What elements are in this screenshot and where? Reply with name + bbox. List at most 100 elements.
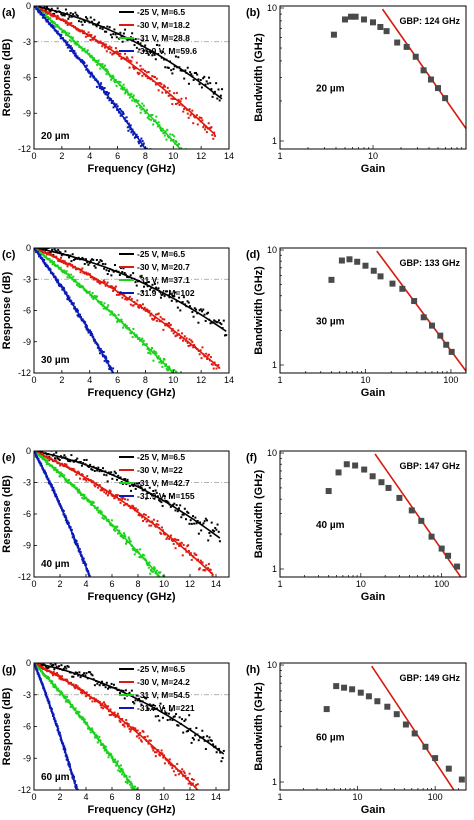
data-point (67, 665, 70, 668)
data-point (121, 768, 124, 771)
data-point (58, 677, 61, 680)
data-point (201, 346, 204, 349)
data-point (154, 755, 157, 758)
x-tick-label: 0 (31, 151, 36, 161)
data-point (158, 754, 161, 757)
data-point (143, 285, 146, 288)
data-point (154, 715, 157, 718)
data-point (104, 745, 107, 748)
data-point (83, 718, 86, 721)
data-point (192, 346, 195, 349)
data-point (164, 711, 167, 714)
fit-line (34, 663, 199, 790)
data-point (159, 702, 162, 705)
data-point (153, 318, 156, 321)
data-point (193, 115, 196, 118)
data-point (140, 486, 143, 489)
data-point (159, 296, 162, 299)
data-point (115, 293, 118, 296)
data-point (64, 39, 67, 42)
data-point (147, 115, 150, 118)
data-point (437, 332, 444, 339)
data-point (130, 131, 133, 134)
data-point (179, 100, 182, 103)
data-point (170, 329, 173, 332)
data-point (114, 33, 117, 36)
data-point (50, 14, 53, 17)
data-point (200, 117, 203, 120)
data-point (93, 484, 96, 487)
data-point (132, 700, 135, 703)
data-point (134, 136, 137, 139)
data-point (154, 76, 157, 79)
data-point (193, 552, 196, 555)
data-point (128, 538, 131, 541)
data-point (107, 93, 110, 96)
data-point (134, 785, 137, 788)
data-point (159, 571, 162, 574)
data-point (220, 323, 223, 326)
data-point (122, 689, 125, 692)
data-point (207, 539, 210, 542)
data-point (147, 348, 150, 351)
data-point (99, 67, 102, 70)
data-point (128, 485, 131, 488)
data-point (113, 52, 116, 55)
data-point (323, 706, 330, 713)
data-point (172, 542, 175, 545)
data-point (454, 563, 461, 570)
data-point (109, 313, 112, 316)
data-point (197, 532, 200, 535)
data-point (104, 263, 107, 266)
data-point (172, 97, 175, 100)
data-point (128, 295, 131, 298)
data-point (137, 734, 140, 737)
gbp-label: GBP: 147 GHz (399, 461, 460, 471)
data-point (180, 516, 183, 519)
data-point (146, 308, 149, 311)
data-point (176, 724, 179, 727)
data-point (147, 71, 150, 74)
data-point (158, 719, 161, 722)
data-point (196, 123, 199, 126)
data-point (34, 245, 36, 247)
data-point (85, 68, 88, 71)
data-point (167, 66, 170, 69)
data-point (144, 736, 147, 739)
data-point (185, 337, 188, 340)
data-point (62, 262, 65, 265)
data-point (45, 463, 48, 466)
y-tick-label: 0 (26, 1, 31, 11)
data-point (333, 683, 340, 690)
data-point (131, 547, 134, 550)
data-point (99, 739, 102, 742)
data-point (179, 371, 182, 373)
data-point (65, 263, 68, 266)
data-point (114, 758, 117, 761)
y-tick-label: -3 (23, 690, 31, 700)
data-point (135, 694, 138, 697)
data-point (89, 578, 91, 580)
data-point (57, 279, 60, 282)
data-point (157, 312, 160, 315)
data-point (153, 53, 156, 56)
data-point (213, 530, 216, 533)
series-1 (34, 248, 228, 337)
data-point (213, 319, 216, 322)
x-tick-label: 14 (211, 792, 221, 802)
data-point (73, 50, 76, 53)
data-point (60, 13, 63, 16)
data-point (85, 721, 88, 724)
data-point (102, 517, 105, 520)
data-point (128, 66, 131, 69)
data-point (191, 782, 194, 785)
data-point (132, 133, 135, 136)
data-point (78, 548, 81, 551)
data-point (53, 248, 56, 251)
data-point (40, 667, 43, 670)
data-point (132, 39, 135, 42)
data-point (98, 484, 101, 487)
data-point (64, 665, 67, 668)
data-point (46, 666, 49, 669)
